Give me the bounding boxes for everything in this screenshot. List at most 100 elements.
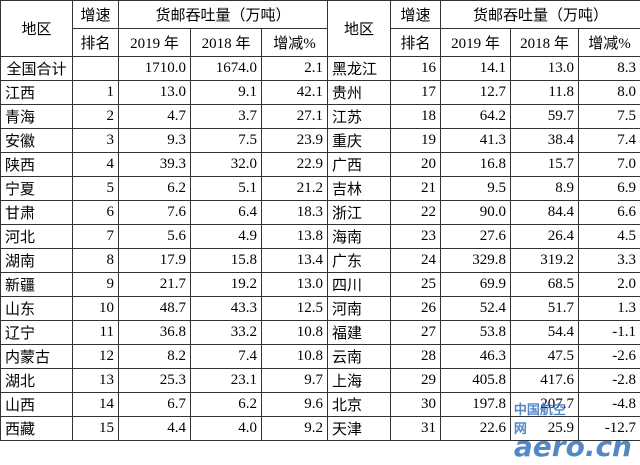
table-cell: 6.6 (578, 200, 640, 225)
table-cell: 湖北 (0, 368, 73, 393)
table-cell: 14 (72, 392, 119, 417)
table-cell: 197.8 (440, 392, 512, 417)
table-cell: 68.5 (510, 272, 580, 297)
table-cell: 13 (72, 368, 119, 393)
table-cell: 2 (72, 104, 119, 129)
table-cell: 48.7 (118, 296, 191, 321)
table-cell: 11.8 (510, 80, 580, 105)
table-cell: 13.8 (260, 224, 329, 249)
table-cell: 8.0 (578, 80, 640, 105)
table-cell: 8.9 (510, 176, 580, 201)
header-cell: 地区 (0, 0, 73, 57)
table-cell: 7.4 (578, 128, 640, 153)
table-cell: 26 (390, 296, 442, 321)
watermark-en: aero.cn (513, 430, 632, 463)
table-cell: 29 (390, 368, 442, 393)
table-row: 青海 2 4.7 3.7 27.1 江苏 18 64.2 59.7 7.5 (0, 104, 640, 129)
table-cell: 3.3 (578, 248, 640, 273)
table-row: 湖南 8 17.9 15.8 13.4 广东 24 329.8 319.2 3.3 (0, 248, 640, 273)
table-cell: 海南 (327, 224, 392, 249)
table-cell: 38.4 (510, 128, 580, 153)
table-cell: 32.0 (190, 152, 262, 177)
table-cell: 27.6 (440, 224, 512, 249)
table-cell: 4.9 (190, 224, 262, 249)
table-cell: 10.8 (260, 344, 329, 369)
table-cell: 17.9 (118, 248, 191, 273)
cargo-table: 地区 增速 货邮吞吐量（万吨） 地区 增速 货邮吞吐量（万吨） 排名 2019 … (0, 0, 640, 441)
header-cell: 增减% (260, 28, 329, 57)
table-cell: 12 (72, 344, 119, 369)
table-cell: 山东 (0, 296, 73, 321)
table-cell: 7.5 (190, 128, 262, 153)
table-cell: 4.7 (118, 104, 191, 129)
table-cell: 3 (72, 128, 119, 153)
table-cell: 2.0 (578, 272, 640, 297)
table-cell: 北京 (327, 392, 392, 417)
table-cell: 15.7 (510, 152, 580, 177)
table-cell: 1.3 (578, 296, 640, 321)
table-cell: 1 (72, 80, 119, 105)
table-body: 地区 增速 货邮吞吐量（万吨） 地区 增速 货邮吞吐量（万吨） 排名 2019 … (0, 0, 640, 441)
table-cell: 26.4 (510, 224, 580, 249)
table-cell: 25.9 (510, 416, 580, 441)
table-cell: 90.0 (440, 200, 512, 225)
table-cell: 4.4 (118, 416, 191, 441)
table-cell: 青海 (0, 104, 73, 129)
table-cell: 23.1 (190, 368, 262, 393)
table-cell: 25.3 (118, 368, 191, 393)
table-cell: 13.0 (118, 80, 191, 105)
table-cell: 52.4 (440, 296, 512, 321)
table-cell: 陕西 (0, 152, 73, 177)
table-cell: 5 (72, 176, 119, 201)
table-cell: 浙江 (327, 200, 392, 225)
table-cell: 405.8 (440, 368, 512, 393)
table-cell: 21 (390, 176, 442, 201)
header-cell: 增速 (72, 0, 119, 29)
header-row: 排名 2019 年 2018 年 增减% 排名 2019 年 2018 年 增减… (1, 28, 640, 57)
table-cell: 15.8 (190, 248, 262, 273)
table-cell: 新疆 (0, 272, 73, 297)
table-cell: 河南 (327, 296, 392, 321)
table-cell: 9.2 (260, 416, 329, 441)
table-cell: 6.9 (578, 176, 640, 201)
table-cell: 27.1 (260, 104, 329, 129)
table-cell: 16 (390, 56, 442, 81)
table-row: 内蒙古 12 8.2 7.4 10.8 云南 28 46.3 47.5 -2.6 (0, 344, 640, 369)
table-cell: 内蒙古 (0, 344, 73, 369)
table-cell: 51.7 (510, 296, 580, 321)
table-cell: 9.6 (260, 392, 329, 417)
table-row: 湖北 13 25.3 23.1 9.7 上海 29 405.8 417.6 -2.8 (0, 368, 640, 393)
table-cell: 辽宁 (0, 320, 73, 345)
table-cell: 江西 (0, 80, 73, 105)
table-cell: 江苏 (327, 104, 392, 129)
header-cell: 2019 年 (440, 28, 512, 57)
table-row: 山东 10 48.7 43.3 12.5 河南 26 52.4 51.7 1.3 (0, 296, 640, 321)
table-cell: 四川 (327, 272, 392, 297)
table-row: 甘肃 6 7.6 6.4 18.3 浙江 22 90.0 84.4 6.6 (0, 200, 640, 225)
table-cell (72, 56, 119, 81)
table-cell: -4.8 (578, 392, 640, 417)
table-cell: 84.4 (510, 200, 580, 225)
table-cell: 20 (390, 152, 442, 177)
watermark: 中国航空网 aero.cn (513, 403, 632, 463)
header-cell: 增速 (390, 0, 442, 29)
table-cell: 2.1 (260, 56, 329, 81)
table-cell: 10 (72, 296, 119, 321)
table-cell: 8.3 (578, 56, 640, 81)
watermark-cn: 中国航空网 (513, 403, 566, 437)
table-cell: 17 (390, 80, 442, 105)
header-row: 地区 增速 货邮吞吐量（万吨） 地区 增速 货邮吞吐量（万吨） (0, 0, 640, 57)
table-cell: 7 (72, 224, 119, 249)
table-cell: 16.8 (440, 152, 512, 177)
table-cell: 3.7 (190, 104, 262, 129)
header-cell: 增减% (578, 28, 640, 57)
table-cell: 湖南 (0, 248, 73, 273)
table-cell: 1674.0 (190, 56, 262, 81)
table-row: 西藏 15 4.4 4.0 9.2 天津 31 22.6 25.9 -12.7 (0, 416, 640, 441)
table-cell: 6.4 (190, 200, 262, 225)
table-cell: 69.9 (440, 272, 512, 297)
header-cell: 货邮吞吐量（万吨） (440, 0, 640, 29)
table-cell: 59.7 (510, 104, 580, 129)
table-cell: 18 (390, 104, 442, 129)
